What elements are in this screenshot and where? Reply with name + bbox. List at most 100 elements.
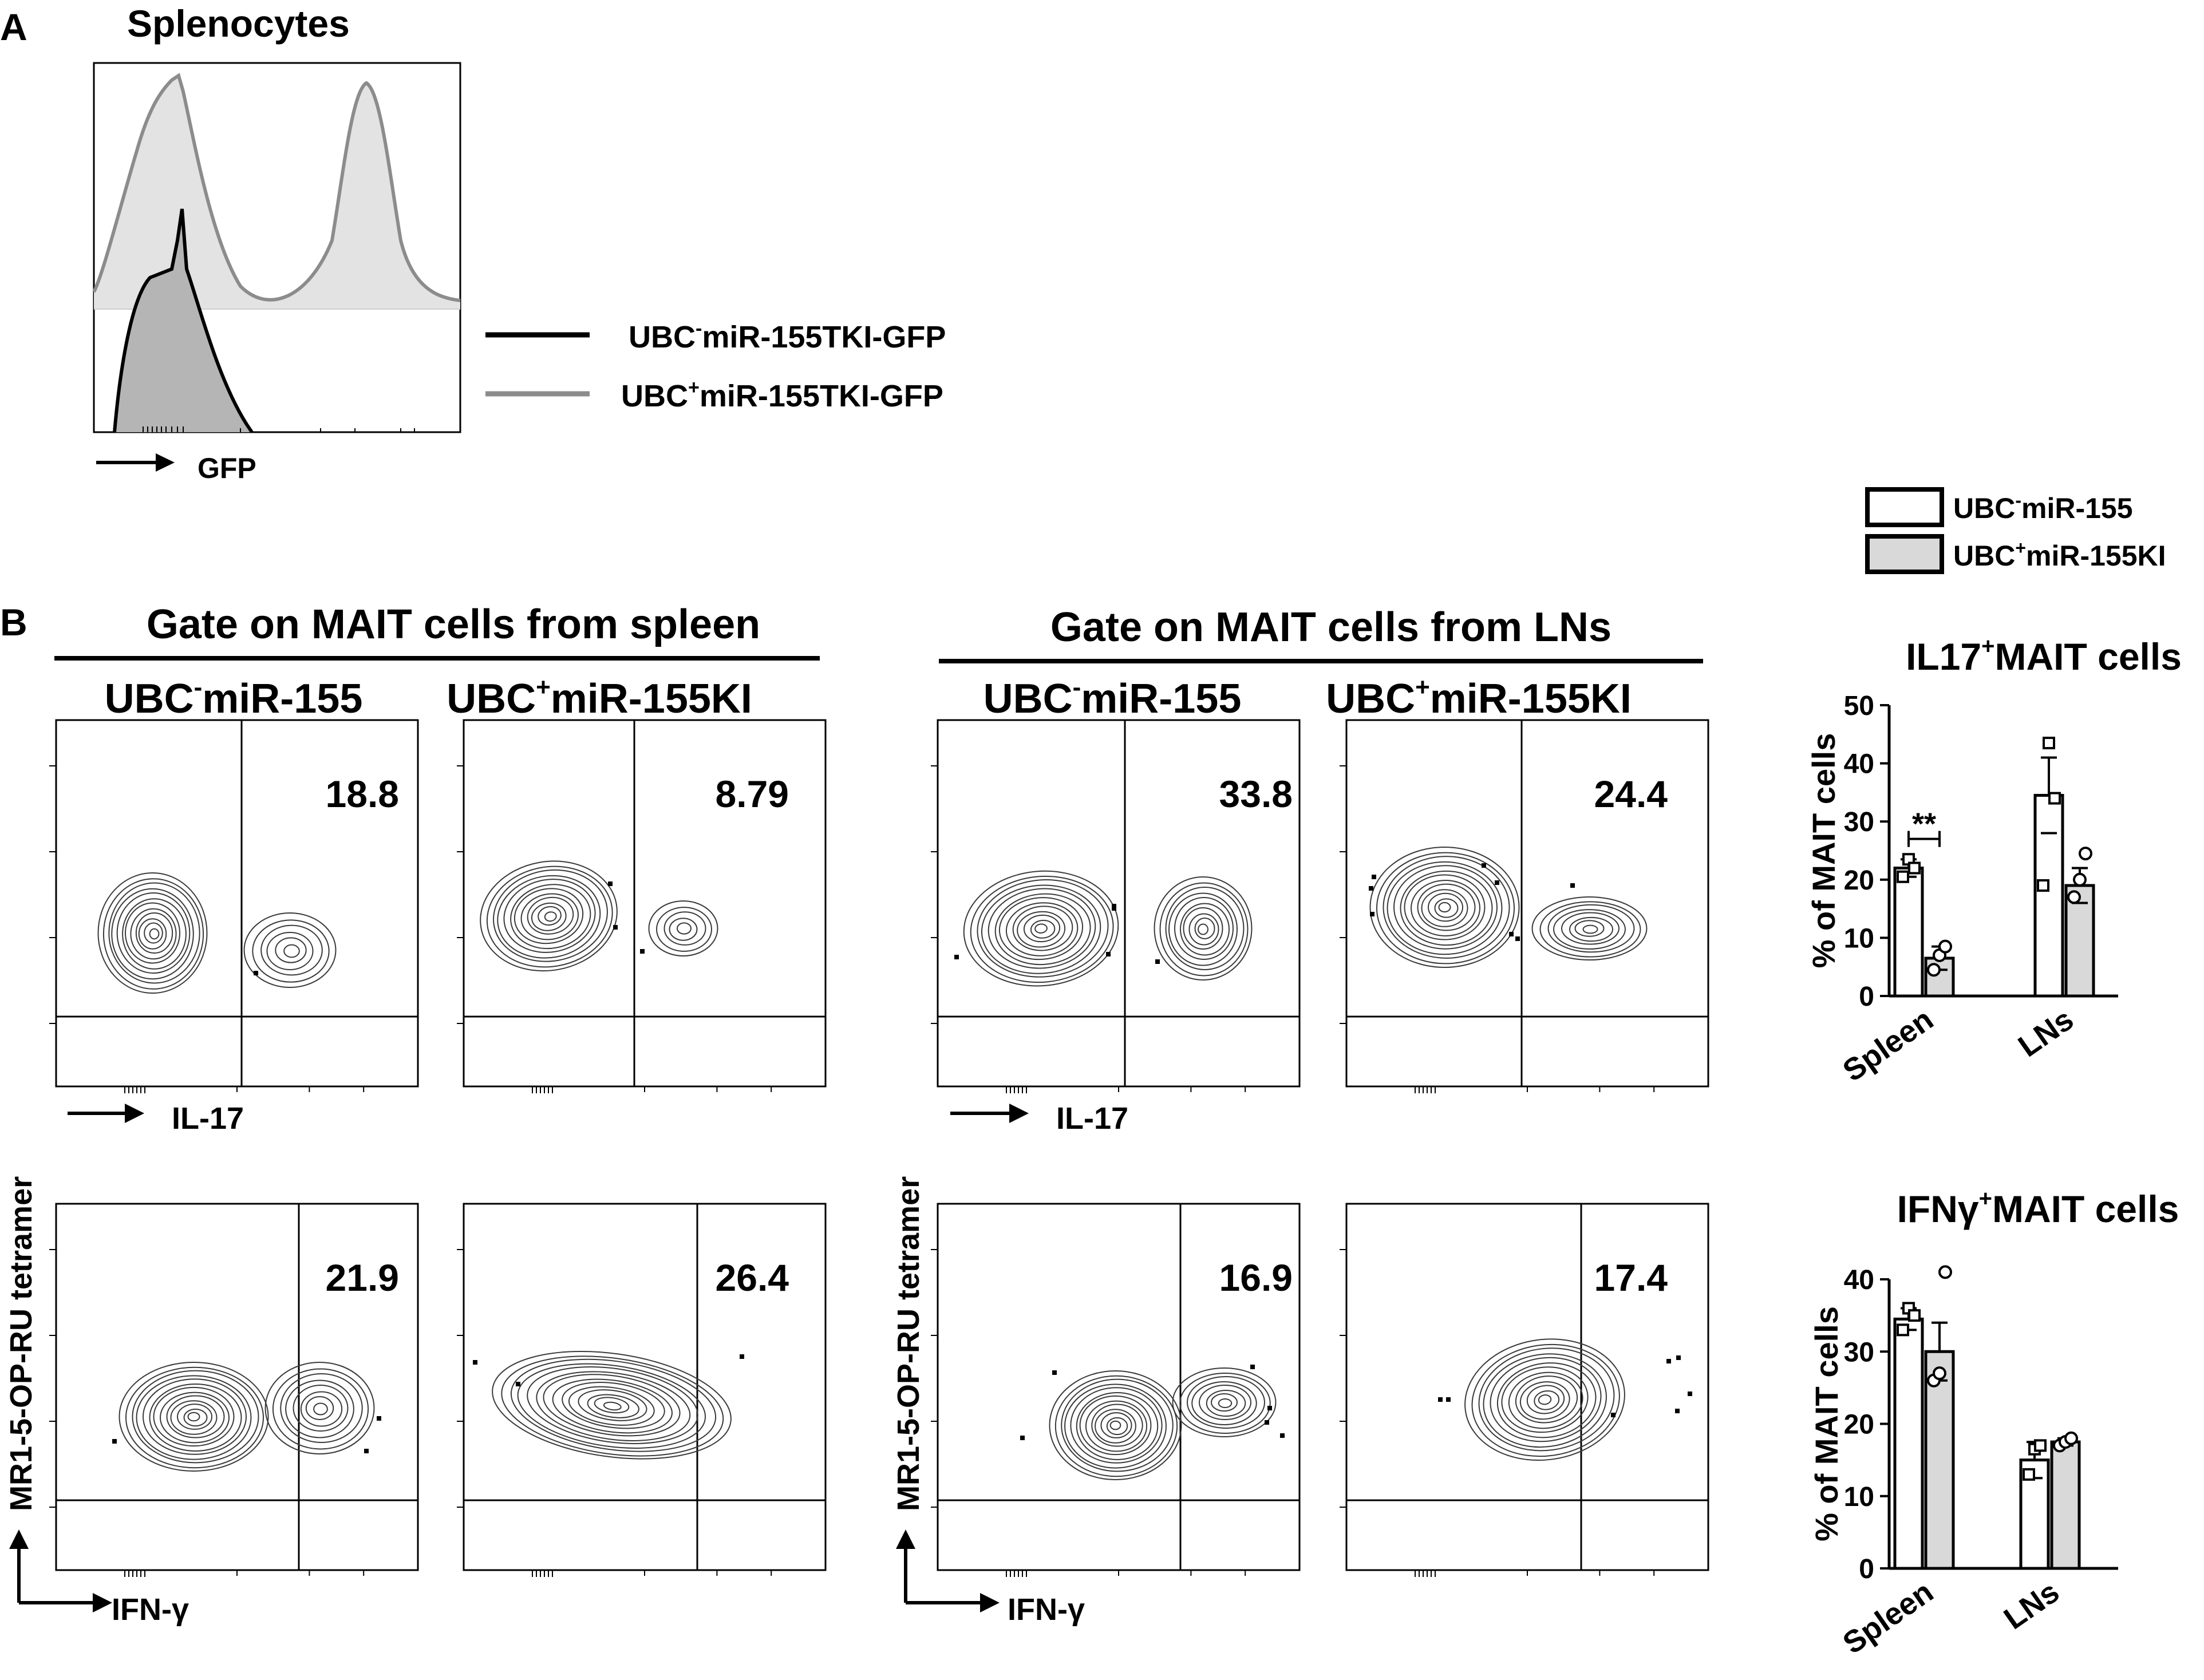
bar-category-label: Spleen	[1836, 1575, 1939, 1661]
event-dot	[1052, 1370, 1057, 1375]
event-dot	[1495, 880, 1499, 885]
event-dot	[112, 1439, 117, 1444]
bar-y-tick-label: 20	[1844, 1410, 1874, 1440]
tetramer-ylabel-spleen: MR1-5-OP-RU tetramer	[4, 1176, 38, 1511]
contour-line	[552, 1378, 673, 1434]
contour-line	[252, 919, 330, 983]
contour-line	[1180, 903, 1230, 956]
contour-line	[130, 908, 177, 960]
contour-line	[1428, 892, 1463, 922]
contour-line	[1061, 1378, 1174, 1472]
data-point	[2048, 792, 2061, 805]
contour-line	[177, 1404, 212, 1430]
panel-a-title: Splenocytes	[127, 2, 350, 45]
event-dot	[1676, 1355, 1681, 1360]
event-dot	[1482, 863, 1486, 868]
legend-b-swatch-2	[1865, 534, 1944, 574]
contour-line	[594, 1397, 630, 1414]
contour-line	[1519, 1381, 1570, 1420]
contour-line	[543, 1374, 681, 1437]
contour-line	[527, 896, 574, 935]
event-dot	[1675, 1409, 1680, 1413]
contour-line	[1526, 1385, 1565, 1414]
contour-line	[1100, 1412, 1132, 1438]
contour-line	[1198, 923, 1208, 935]
quadrant-value-il17-2: 8.79	[716, 773, 789, 815]
event-dot	[1509, 932, 1514, 936]
contour-line	[1501, 1366, 1589, 1433]
il17-axis-label-spleen: IL-17	[172, 1101, 244, 1136]
event-dot	[1446, 1397, 1451, 1402]
event-dot	[1280, 1433, 1285, 1438]
quadrant-value-il17-4: 24.4	[1594, 773, 1668, 815]
contour-line	[538, 906, 562, 926]
contour-line	[108, 882, 200, 984]
bar	[1924, 956, 1955, 998]
event-dot	[516, 1382, 520, 1386]
quadrant-value-ifng-1: 21.9	[326, 1256, 399, 1299]
contour-line	[1154, 876, 1253, 981]
contour-line	[493, 869, 608, 962]
event-dot	[1112, 906, 1116, 911]
bar-y-tick-label: 30	[1844, 807, 1874, 837]
event-dot	[1372, 875, 1376, 879]
contour-line	[1206, 1390, 1246, 1417]
data-point	[2079, 847, 2092, 861]
contour-line	[1561, 912, 1620, 945]
contour-line	[998, 897, 1084, 960]
contour-line	[1553, 909, 1626, 950]
contour-line	[125, 1366, 264, 1469]
data-point	[2067, 890, 2081, 904]
contour-line	[1411, 880, 1480, 936]
contour-line	[187, 1412, 200, 1422]
contour-line	[144, 922, 163, 944]
contour-line	[1012, 906, 1073, 951]
contour-line	[1109, 1420, 1121, 1430]
contour-line	[1199, 1385, 1251, 1420]
histogram-frame	[93, 62, 461, 433]
histogram-gray-fill	[94, 76, 460, 309]
contour-line	[102, 878, 204, 990]
data-point	[2043, 737, 2055, 750]
contour-line	[1574, 920, 1605, 937]
bar-chart-il17: IL17+MAIT cells 0 10 20 30 40 50% of MAIT cell…	[1806, 634, 2182, 1088]
quadrant-value-ifng-3: 16.9	[1219, 1256, 1293, 1299]
contour-line	[527, 1366, 698, 1444]
bar-y-tick-label: 20	[1844, 865, 1874, 896]
contour-line	[119, 1362, 269, 1472]
contour-line	[514, 888, 584, 944]
contour-line	[677, 922, 692, 935]
event-dot	[1106, 952, 1111, 956]
contour-line	[1023, 914, 1061, 943]
contour-line	[994, 893, 1091, 966]
contour-line	[1017, 911, 1066, 948]
legend-a-label-1: UBC-miR-155TKI-GFP	[629, 318, 946, 354]
bar-chart-title: IL17+MAIT cells	[1906, 634, 2182, 678]
event-dot	[364, 1449, 369, 1453]
bar-category-label: LNs	[2012, 1002, 2080, 1064]
column-header-3: UBC-miR-155	[983, 673, 1242, 722]
legend-a: UBC-miR-155TKI-GFP UBC+miR-155TKI-GFP	[485, 318, 946, 413]
data-point	[2064, 1431, 2078, 1445]
bar	[2050, 1440, 2081, 1570]
contour-line	[1085, 1400, 1148, 1452]
significance-label: **	[1912, 807, 1936, 841]
contour-line	[1404, 874, 1486, 940]
quadrant-value-ifng-2: 26.4	[716, 1256, 789, 1299]
bar-y-tick-label: 40	[1844, 749, 1874, 780]
contour-line	[1496, 1362, 1597, 1438]
contour-line	[122, 898, 187, 970]
event-dot	[1515, 936, 1520, 941]
legend-b-label-2: UBC+miR-155KI	[1953, 537, 2166, 572]
contour-line	[1188, 913, 1219, 946]
contour-line	[648, 900, 718, 956]
histogram-black-line	[113, 208, 254, 433]
contour-line	[1054, 1375, 1178, 1477]
ifng-axis-arrow-lns	[896, 1529, 1000, 1612]
data-point	[1938, 1265, 1952, 1279]
bar-y-tick-label: 0	[1859, 982, 1874, 1012]
contour-line	[517, 1363, 706, 1449]
contour-line	[153, 1386, 235, 1447]
contour-line	[313, 1402, 328, 1416]
gfp-axis-arrow	[96, 453, 175, 472]
